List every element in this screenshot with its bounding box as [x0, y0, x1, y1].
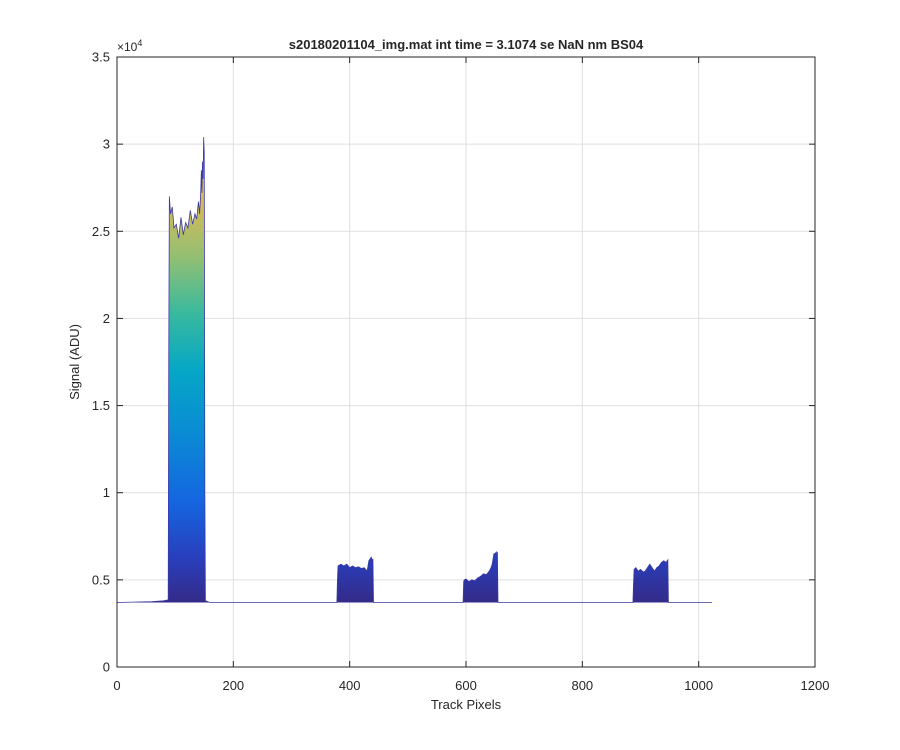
y-tick-label: 3 — [103, 137, 110, 152]
x-tick-label: 0 — [113, 678, 120, 693]
x-tick-label: 600 — [455, 678, 477, 693]
tick-marks — [116, 56, 816, 668]
x-tick-label: 800 — [571, 678, 593, 693]
y-tick-label: 2.5 — [92, 224, 110, 239]
y-tick-label: 2 — [103, 311, 110, 326]
y-tick-label: 1 — [103, 485, 110, 500]
x-tick-label: 400 — [339, 678, 361, 693]
x-axis-label: Track Pixels — [431, 697, 502, 712]
signal-line — [116, 137, 713, 603]
signal-area — [117, 137, 713, 603]
series-layer — [116, 137, 713, 603]
x-tick-labels: 0 200 400 600 800 1000 1200 — [113, 678, 829, 693]
y-axis-exponent-base: ×10 — [117, 40, 138, 54]
y-axis-exponent: ×104 — [117, 38, 142, 54]
x-tick-label: 1200 — [801, 678, 830, 693]
x-tick-label: 200 — [222, 678, 244, 693]
x-tick-label: 1000 — [684, 678, 713, 693]
y-axis-label: Signal (ADU) — [67, 324, 82, 400]
y-tick-label: 0.5 — [92, 572, 110, 587]
y-tick-label: 0 — [103, 660, 110, 675]
y-tick-label: 3.5 — [92, 50, 110, 65]
y-tick-labels: 0 0.5 1 1.5 2 2.5 3 3.5 — [92, 50, 110, 675]
y-axis-exponent-power: 4 — [137, 38, 142, 48]
grid-lines — [117, 57, 815, 667]
y-tick-label: 1.5 — [92, 398, 110, 413]
chart-title: s20180201104_img.mat int time = 3.1074 s… — [289, 37, 644, 52]
